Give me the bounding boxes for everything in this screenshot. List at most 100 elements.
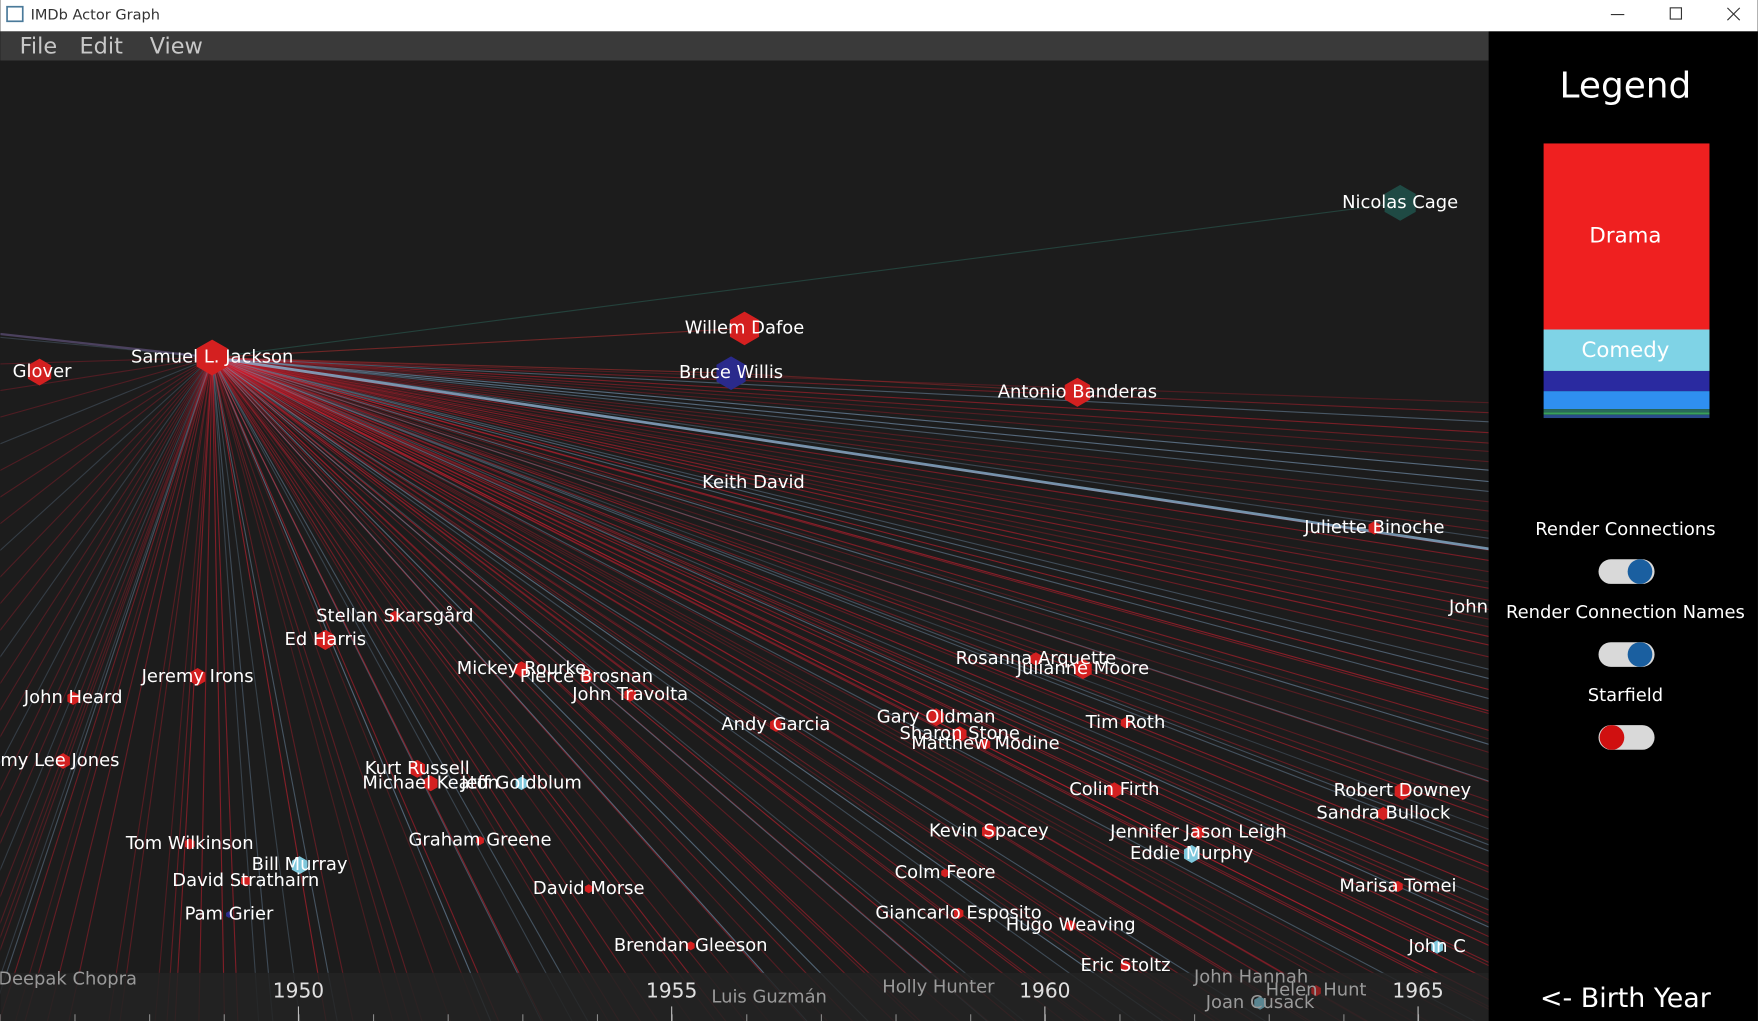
actor-label[interactable]: Luis Guzmán [711,986,827,1007]
actor-label[interactable]: Jeff Goldblum [460,772,582,793]
actor-label[interactable]: Eric Stoltz [1081,955,1171,976]
actor-label[interactable]: Jeremy Irons [141,666,254,687]
actor-node[interactable] [1120,717,1131,729]
actor-node[interactable] [226,911,232,918]
actor-node[interactable] [291,856,308,875]
actor-node[interactable] [980,738,991,750]
actor-node[interactable] [1394,782,1411,801]
actor-node[interactable] [316,629,335,651]
actor-label[interactable]: Bill Murray [252,854,348,875]
actor-node[interactable] [515,776,528,791]
actor-label[interactable]: Holly Hunter [882,976,995,997]
actor-label[interactable]: Robert Downey [1334,780,1472,801]
actor-label[interactable]: John Heard [23,687,123,708]
toggle-knob[interactable] [1627,559,1653,584]
actor-label[interactable]: Bruce Willis [679,362,783,383]
actor-label[interactable]: Marisa Tomei [1339,876,1456,897]
actor-label[interactable]: Gary Oldman [877,706,996,727]
actor-node[interactable] [1030,652,1042,666]
actor-label[interactable]: Kurt Russell [365,758,470,779]
actor-label[interactable]: Joan Cusack [1205,992,1315,1013]
actor-label[interactable]: Andy Garcia [721,714,830,735]
maximize-button[interactable] [1669,7,1683,20]
actor-label[interactable]: Sandra Bullock [1316,803,1451,824]
actor-label[interactable]: David Strathairn [172,870,319,891]
actor-node[interactable] [1065,920,1076,932]
actor-label[interactable]: Helen Hunt [1266,980,1367,1001]
actor-node[interactable] [1368,521,1381,535]
actor-label[interactable]: Antonio Banderas [998,381,1157,402]
actor-label[interactable]: Colm Feore [895,862,996,883]
actor-node[interactable] [67,691,80,705]
actor-node[interactable] [1107,782,1122,798]
actor-node[interactable] [941,868,950,878]
actor-label[interactable]: Juliette Binoche [1303,517,1444,538]
actor-label[interactable]: Rosanna Arquette [956,648,1116,669]
actor-node[interactable] [928,708,944,727]
actor-node[interactable] [1192,825,1205,840]
actor-label[interactable]: Giancarlo Esposito [875,902,1041,923]
actor-node[interactable] [1377,806,1390,821]
actor-label[interactable]: Mickey Rourke [457,658,586,679]
actor-node[interactable] [952,726,967,742]
actor-node[interactable] [770,718,782,732]
actor-label[interactable]: Kevin Spacey [929,821,1049,842]
actor-node[interactable] [1254,996,1266,1010]
actor-node[interactable] [686,941,695,951]
toggle-knob[interactable] [1627,642,1653,667]
actor-node[interactable] [27,358,52,386]
actor-label[interactable]: John [1448,596,1488,617]
actor-node[interactable] [423,775,438,792]
actor-label[interactable]: Keith David [702,472,805,493]
actor-label[interactable]: Stellan Skarsgård [316,605,473,626]
actor-node[interactable] [1064,377,1091,407]
actor-node[interactable] [1183,845,1200,863]
actor-node[interactable] [409,759,425,778]
actor-label[interactable]: Colin Firth [1069,779,1159,800]
actor-label[interactable]: Hugo Weaving [1006,915,1136,936]
actor-label[interactable]: Pierce Brosnan [520,666,653,687]
actor-node[interactable] [1393,880,1403,893]
actor-label[interactable]: David Morse [533,878,645,899]
actor-label[interactable]: Tom Wilkinson [125,833,254,854]
actor-node[interactable] [953,907,964,920]
actor-label[interactable]: Julianne Moore [1016,658,1149,679]
actor-label[interactable]: Matthew Modine [911,733,1059,754]
actor-node[interactable] [1431,940,1443,954]
actor-node[interactable] [189,667,206,686]
actor-label[interactable]: Pam Grier [185,904,274,925]
actor-label[interactable]: Deepak Chopra [0,969,137,990]
actor-label[interactable]: Samuel L. Jackson [131,347,293,368]
actor-label[interactable]: Michael Keaton [362,772,499,793]
actor-node[interactable] [981,823,996,840]
toggle-knob[interactable] [1599,725,1625,750]
actor-label[interactable]: Sharon Stone [899,723,1019,744]
actor-label[interactable]: my Lee Jones [0,750,119,771]
actor-node[interactable] [390,610,400,623]
actor-node[interactable] [1074,658,1092,680]
actor-node[interactable] [1311,985,1321,997]
actor-label[interactable]: Brendan Gleeson [614,935,768,956]
actor-node[interactable] [196,339,228,376]
actor-node[interactable] [584,884,593,894]
actor-label[interactable]: Glover [13,361,72,382]
actor-node[interactable] [184,838,195,850]
actor-node[interactable] [624,688,637,702]
close-button[interactable] [1727,7,1741,21]
menu-item[interactable]: View [150,34,203,60]
actor-label[interactable]: Ed Harris [285,629,367,650]
actor-node[interactable] [514,661,529,677]
actor-label[interactable]: John Hannah [1193,966,1308,987]
actor-node[interactable] [729,311,760,346]
actor-label[interactable]: Nicolas Cage [1342,192,1458,213]
actor-node[interactable] [56,753,70,769]
actor-node[interactable] [1120,960,1131,972]
actor-label[interactable]: Jennifer Jason Leigh [1109,822,1286,843]
actor-label[interactable]: John C [1408,936,1466,957]
actor-label[interactable]: Willem Dafoe [685,317,805,338]
actor-label[interactable]: Eddie Murphy [1130,843,1254,864]
actor-label[interactable]: Tim Roth [1085,712,1166,733]
actor-label[interactable]: Graham Greene [408,830,551,851]
actor-node[interactable] [476,836,484,846]
menu-item[interactable]: File [20,34,58,60]
